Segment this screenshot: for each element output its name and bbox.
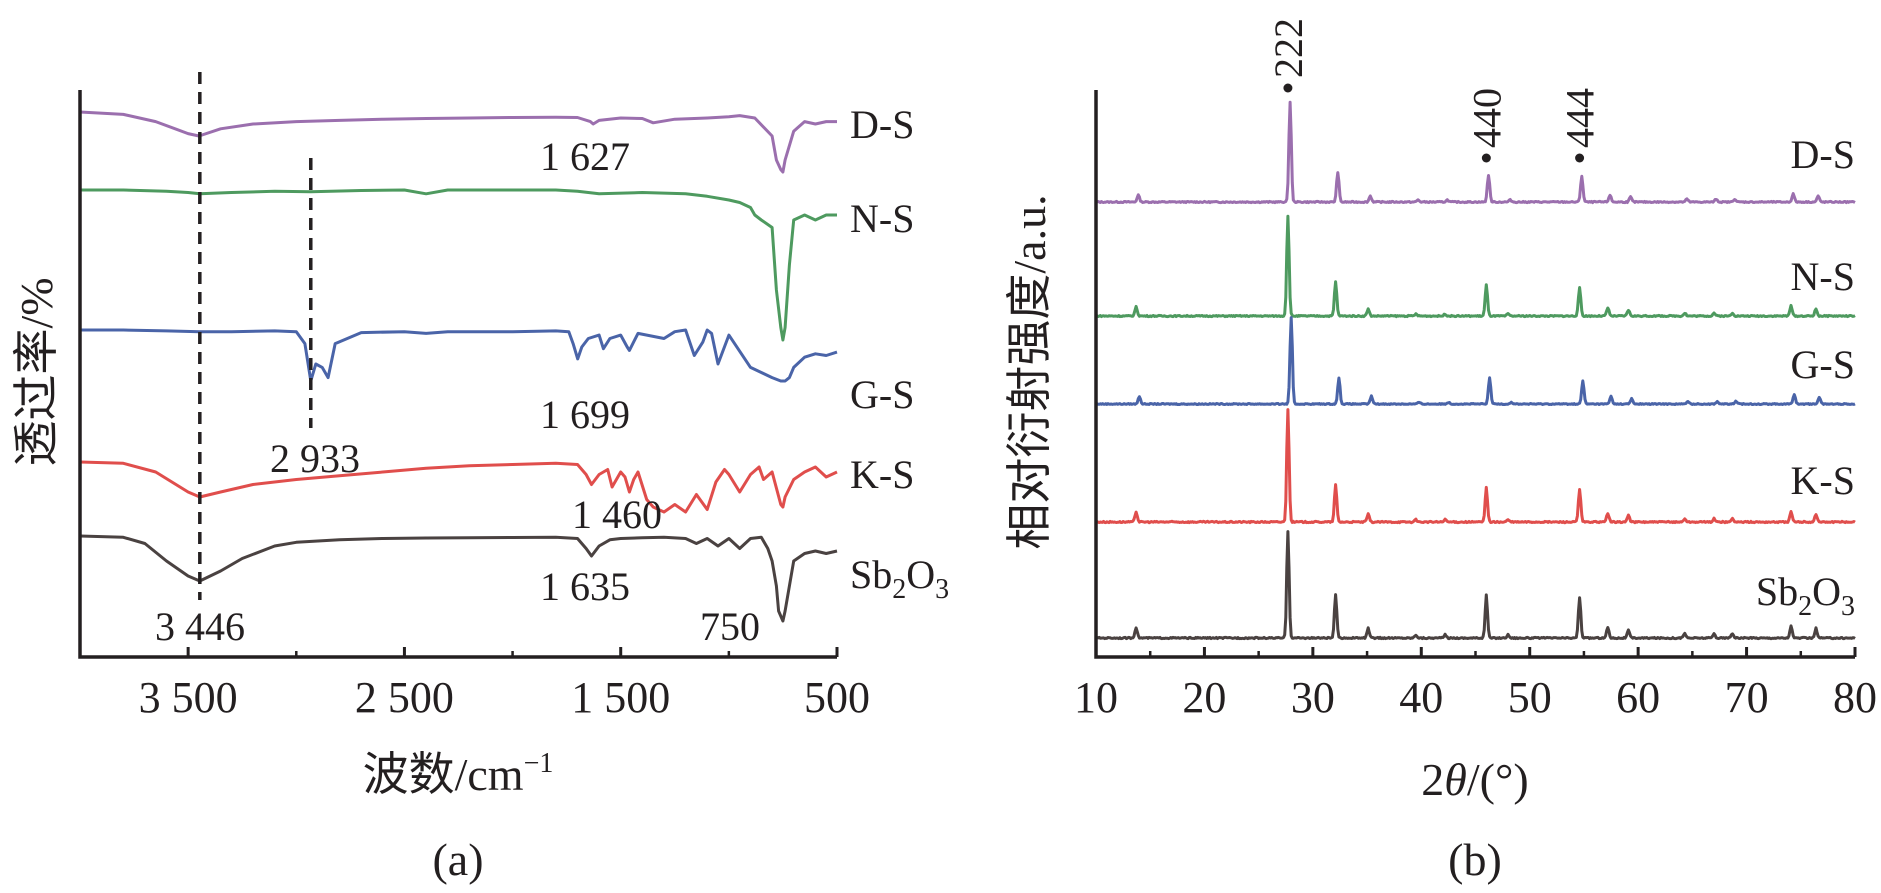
panel-a-annotation-2933: 2 933	[270, 436, 360, 481]
panel-a-series-line-g-s	[80, 328, 838, 383]
panel-a-ylabel: 透过率/%	[11, 277, 62, 466]
panel-a-annotation-1699: 1 699	[540, 392, 630, 437]
panel-b-series-label-ds: D-S	[1791, 132, 1855, 177]
panel-b-xtick-label-10: 10	[1074, 673, 1118, 722]
panel-b-series-line-d-s	[1095, 100, 1856, 205]
panel-b-series-label-gs: G-S	[1791, 342, 1855, 387]
panel-a-series-label-sb2o3: Sb2O3	[850, 552, 949, 605]
panel-a: 3 500 2 500 1 500 500 D-S N-S G-S K-S Sb2O3…	[11, 72, 949, 885]
panel-b-panel-label: (b)	[1448, 834, 1502, 885]
panel-b-series-line-sb2o3	[1095, 530, 1856, 641]
panel-a-series-label-ks: K-S	[850, 452, 914, 497]
panel-a-xtick-label-3500: 3 500	[139, 673, 238, 722]
panel-b-xtick-label-50: 50	[1508, 673, 1552, 722]
panel-b-xtick-label-80: 80	[1833, 673, 1877, 722]
panel-b-series-label-ns: N-S	[1791, 254, 1855, 299]
panel-b-peak-label-222: 222	[1266, 18, 1311, 78]
panel-a-annotation-1627: 1 627	[540, 134, 630, 179]
panel-a-panel-label: (a)	[432, 834, 483, 885]
panel-b-series-label-sb2o3: Sb2O3	[1756, 569, 1855, 622]
panel-a-series-line-sb2o3	[79, 534, 838, 623]
panel-a-series-label-gs: G-S	[850, 372, 914, 417]
panel-b-peak-label-444: 444	[1558, 88, 1603, 148]
panel-b-peak-markers: 222 440 444	[1266, 18, 1603, 163]
panel-b-xtick-label-60: 60	[1616, 673, 1660, 722]
panel-b: 10 20 30 40 50 60 70 80 222 440 444 D-S N-S G-S K…	[1004, 18, 1877, 885]
panel-b-series-line-k-s	[1095, 408, 1856, 525]
panel-b-series	[1095, 100, 1856, 641]
panel-a-annotation-3446: 3 446	[155, 604, 245, 649]
panel-a-xtick-label-1500: 1 500	[571, 673, 670, 722]
panel-b-peak-dot-440	[1481, 153, 1491, 163]
panel-a-series-line-k-s	[79, 460, 838, 514]
panel-a-annotation-750: 750	[700, 604, 760, 649]
panel-a-series-line-n-s	[80, 188, 837, 342]
panel-a-series-label-ns: N-S	[850, 196, 914, 241]
panel-b-peak-dot-444	[1575, 153, 1585, 163]
panel-b-peak-dot-222	[1283, 83, 1293, 93]
panel-b-xtick-label-30: 30	[1291, 673, 1335, 722]
panel-a-xtick-label-2500: 2 500	[355, 673, 454, 722]
panel-b-xtick-label-40: 40	[1399, 673, 1443, 722]
panel-a-xlabel: 波数/cm−1	[363, 748, 554, 800]
panel-b-series-line-g-s	[1095, 316, 1856, 406]
panel-b-series-label-ks: K-S	[1791, 458, 1855, 503]
panel-b-xlabel: 2θ/(°)	[1421, 754, 1528, 805]
panel-a-annotation-1460: 1 460	[572, 492, 662, 537]
panel-a-axes	[78, 90, 837, 659]
panel-b-peak-label-440: 440	[1464, 88, 1509, 148]
panel-a-annotation-1635: 1 635	[540, 564, 630, 609]
panel-b-xtick-label-70: 70	[1725, 673, 1769, 722]
panel-b-series-line-n-s	[1095, 214, 1856, 319]
panel-b-xtick-label-20: 20	[1182, 673, 1226, 722]
panel-b-ticks: 10 20 30 40 50 60 70 80	[1074, 647, 1877, 722]
panel-b-ylabel: 相对衍射强度/a.u.	[1004, 194, 1055, 549]
panel-a-series-line-d-s	[79, 110, 837, 174]
panel-a-series	[79, 110, 838, 623]
panel-a-xtick-label-500: 500	[804, 673, 870, 722]
panel-a-series-label-ds: D-S	[850, 102, 914, 147]
panel-a-ticks: 3 500 2 500 1 500 500	[139, 647, 870, 722]
panel-b-axes	[1094, 90, 1855, 659]
